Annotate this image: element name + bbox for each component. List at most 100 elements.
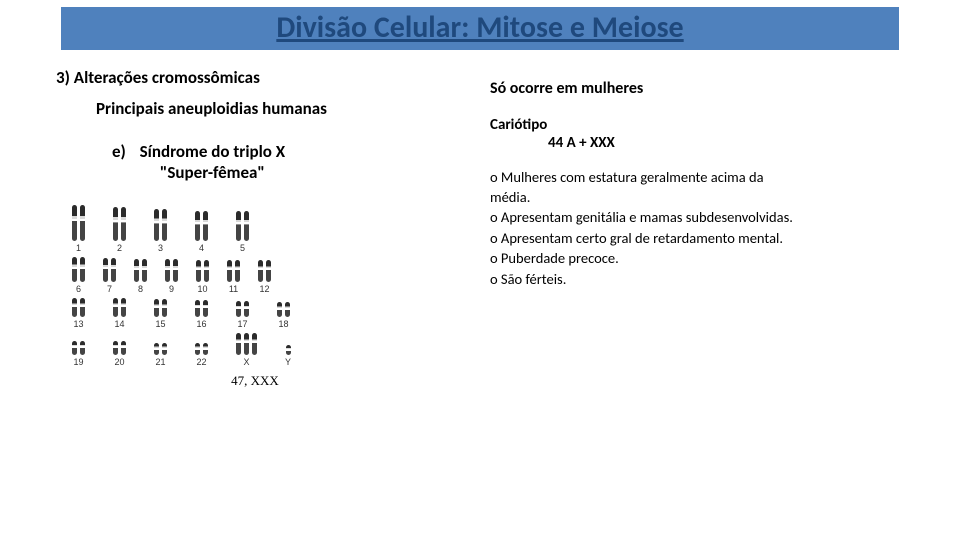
chromatid (286, 345, 291, 355)
chromatid (121, 341, 126, 355)
chromatid (236, 211, 241, 241)
chromatid (252, 333, 257, 355)
chromosome-label: 19 (73, 357, 83, 367)
chromosome-group: 3 (154, 209, 167, 253)
chromosome-group: 7 (103, 258, 116, 294)
chromosome-label: 11 (229, 284, 238, 294)
bullet-item: o São férteis. (490, 270, 910, 290)
chromatid (142, 259, 147, 282)
chromatid (244, 301, 249, 317)
chromatid (103, 258, 108, 282)
chromatid (80, 298, 85, 317)
item-line2: "Super-fêmea" (160, 162, 265, 183)
chromatid (285, 302, 290, 317)
chromosome-group: 18 (277, 302, 290, 329)
chromosome-label: X (243, 357, 249, 367)
karyotype-row: 12345 (72, 205, 472, 253)
chromatid (203, 211, 208, 241)
chromosome-group: 8 (134, 259, 147, 294)
chromosome-pair (72, 257, 85, 282)
chromatid (162, 299, 167, 317)
right-column: Só ocorre em mulheres Cariótipo 44 A + X… (490, 61, 910, 389)
chromosome-group: 16 (195, 300, 208, 329)
chromosome-pair (195, 343, 208, 355)
chromosome-group: 6 (72, 257, 85, 294)
chromosome-pair (72, 205, 85, 241)
chromatid (195, 343, 200, 355)
chromosome-label: 13 (73, 319, 83, 329)
occurs-text: Só ocorre em mulheres (490, 79, 910, 98)
chromosome-pair (196, 260, 209, 282)
chromosome-label: 6 (76, 284, 81, 294)
chromatid (196, 260, 201, 282)
chromosome-label: 14 (114, 319, 124, 329)
chromatid (72, 341, 77, 355)
chromosome-group: 21 (154, 343, 167, 367)
chromatid (235, 260, 240, 282)
chromosome-pair (236, 211, 249, 241)
chromatid (113, 207, 118, 241)
chromatid (195, 211, 200, 241)
section-heading: 3) Alterações cromossômicas (56, 67, 490, 88)
chromatid (72, 257, 77, 282)
chromosome-label: 9 (169, 284, 174, 294)
chromatid (111, 258, 116, 282)
karyotype-figure: 12345678910111213141516171819202122XY (72, 205, 472, 367)
chromosome-pair (72, 341, 85, 355)
chromosome-label: 3 (158, 243, 163, 253)
bullet-item: o Apresentam certo gral de retardamento … (490, 229, 910, 249)
chromosome-group: 9 (165, 259, 178, 294)
chromatid (195, 300, 200, 317)
chromosome-label: Y (285, 357, 291, 367)
chromatid (154, 343, 159, 355)
chromosome-pair (154, 299, 167, 317)
item-letter: e) (112, 141, 136, 162)
bullet-item: o Puberdade precoce. (490, 249, 910, 269)
chromatid (244, 211, 249, 241)
chromosome-group: 17 (236, 301, 249, 329)
chromatid (134, 259, 139, 282)
chromatid (277, 302, 282, 317)
karyotype-row: 19202122XY (72, 333, 472, 367)
chromatid (154, 299, 159, 317)
chromosome-label: 1 (76, 243, 81, 253)
chromosome-group: 12 (258, 260, 271, 294)
chromosome-pair (258, 260, 271, 282)
chromosome-pair (154, 343, 167, 355)
chromatid (72, 298, 77, 317)
bullet-list: o Mulheres com estatura geralmente acima… (490, 168, 910, 289)
chromatid (236, 301, 241, 317)
chromosome-label: 8 (138, 284, 143, 294)
chromatid (204, 260, 209, 282)
left-column: 3) Alterações cromossômicas Principais a… (50, 61, 490, 389)
chromosome-group: 14 (113, 298, 126, 329)
chromosome-label: 18 (278, 319, 288, 329)
chromatid (162, 209, 167, 241)
chromosome-group: 11 (227, 260, 240, 294)
chromosome-group: 5 (236, 211, 249, 253)
chromatid (121, 298, 126, 317)
chromatid (227, 260, 232, 282)
chromatid (173, 259, 178, 282)
item-text: Síndrome do triplo X "Super-fêmea" (140, 141, 286, 183)
chromosome-group: 2 (113, 207, 126, 253)
chromatid (80, 205, 85, 241)
chromosome-label: 5 (240, 243, 245, 253)
section-label: Alterações cromossômicas (74, 67, 260, 88)
chromosome-pair (227, 260, 240, 282)
chromosome-pair (236, 333, 257, 355)
karyotype-row: 6789101112 (72, 257, 472, 294)
chromatid (113, 298, 118, 317)
chromatid (203, 343, 208, 355)
chromosome-label: 7 (107, 284, 112, 294)
chromosome-pair (154, 209, 167, 241)
chromosome-pair (72, 298, 85, 317)
chromatid (154, 209, 159, 241)
slide-title: Divisão Celular: Mitose e Meiose (276, 9, 683, 46)
chromosome-pair (113, 341, 126, 355)
chromosome-pair (236, 301, 249, 317)
chromatid (244, 333, 249, 355)
chromosome-pair (277, 302, 290, 317)
chromosome-pair (195, 300, 208, 317)
chromosome-pair (165, 259, 178, 282)
